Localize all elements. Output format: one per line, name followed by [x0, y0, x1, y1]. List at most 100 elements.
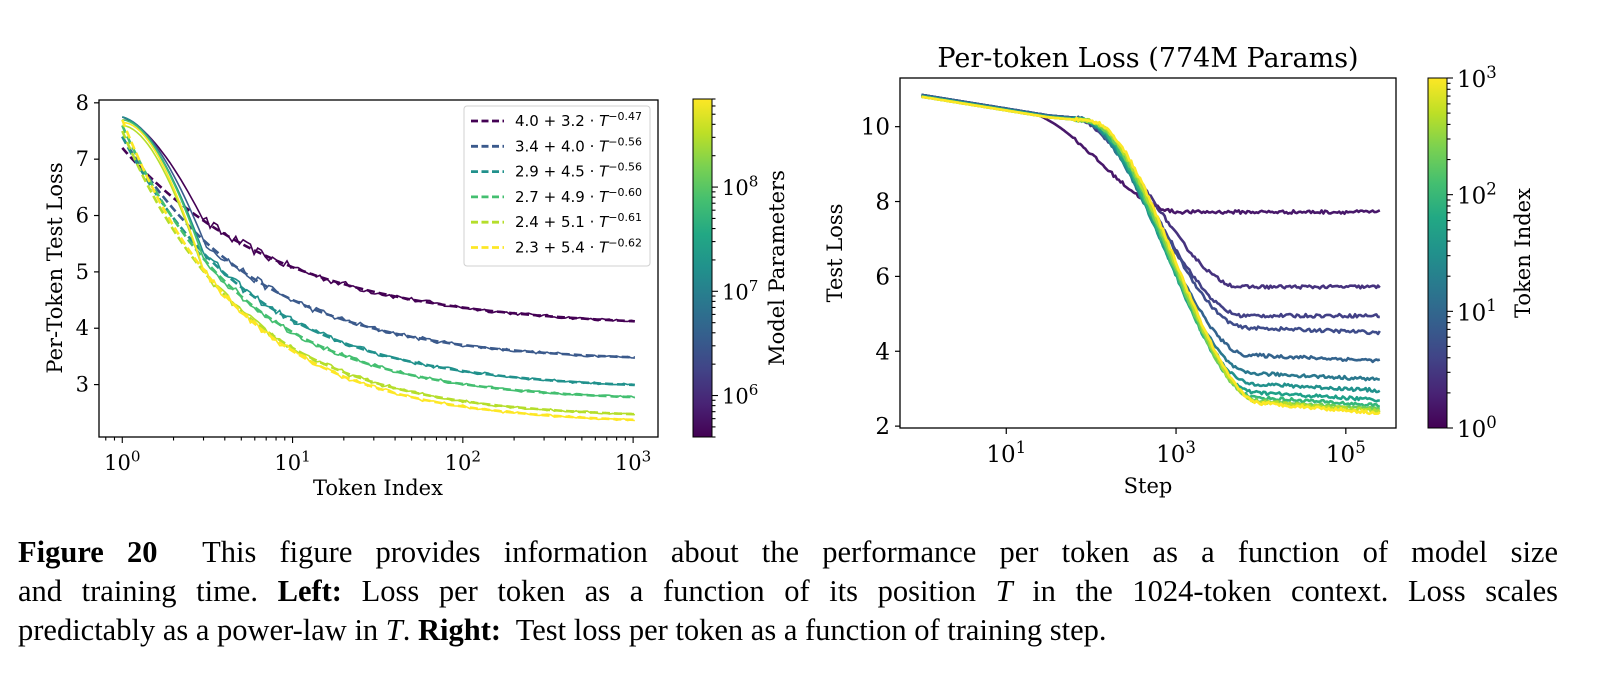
caption-text-2a: and training time.: [18, 574, 258, 608]
left-fit-line: [121, 135, 635, 359]
caption-line-2: and training time. Left: Loss per token …: [18, 572, 1558, 611]
legend-label: 2.3 + 5.4 · T−0.62: [515, 237, 642, 257]
legend-label-var: T: [599, 239, 610, 257]
right-x-tick-label: 101: [986, 438, 1026, 468]
legend-label-exponent: −0.62: [608, 237, 642, 250]
right-y-ticks: 2 4 6 8 10: [861, 115, 900, 440]
left-y-tick-label: 7: [76, 147, 89, 171]
left-x-tick-label-base: 10: [445, 451, 472, 475]
right-x-tick-label-exponent: 3: [1185, 438, 1196, 457]
left-colorbar-tick-label-exponent: 8: [749, 173, 759, 191]
right-y-axis-label: Test Loss: [823, 204, 847, 303]
legend-entry: 2.3 + 5.4 · T−0.62: [471, 237, 642, 257]
left-fit-line: [121, 119, 635, 422]
legend-entry: 2.4 + 5.1 · T−0.61: [471, 211, 642, 231]
legend-label-main: 4.0 + 3.2 ·: [515, 112, 599, 130]
caption-line-3: predictably as a power-law in T. Right: …: [18, 611, 1558, 650]
right-x-tick-label-exponent: 1: [1016, 438, 1027, 457]
left-y-tick-label: 5: [76, 260, 89, 284]
left-x-tick-label-exponent: 1: [301, 448, 311, 466]
left-fit-line: [121, 136, 635, 387]
legend-label-var: T: [599, 137, 610, 155]
left-y-tick-label: 8: [76, 91, 89, 115]
right-y-tick-label: 6: [875, 264, 890, 290]
right-series-line-token-128: [921, 95, 1381, 408]
right-colorbar-tick-label: 103: [1457, 63, 1497, 93]
figure-caption: Figure 20 This figure provides informati…: [18, 533, 1558, 650]
left-fit-line: [121, 147, 635, 323]
caption-var-t-2: T: [385, 613, 403, 647]
left-plot-series: [121, 116, 636, 422]
legend-label-var: T: [599, 213, 610, 231]
caption-text-3b: .: [402, 613, 411, 647]
right-series-line-token-1024: [921, 95, 1381, 416]
right-x-tick-label: 105: [1326, 438, 1366, 468]
right-colorbar-tick-label-exponent: 1: [1486, 296, 1497, 315]
left-x-tick-label-base: 10: [104, 451, 131, 475]
legend-label: 2.7 + 4.9 · T−0.60: [515, 186, 642, 206]
right-y-tick-label: 10: [861, 115, 890, 141]
caption-text-2c: in the 1024-token context. Loss scales: [1032, 574, 1559, 608]
right-x-axis-label: Step: [1124, 474, 1173, 498]
left-colorbar-label: Model Parameters: [765, 170, 789, 366]
left-colorbar-tick-label-exponent: 7: [749, 277, 759, 295]
legend-label-exponent: −0.56: [608, 161, 642, 174]
legend-label-main: 2.7 + 4.9 ·: [515, 188, 599, 206]
caption-text-3c: Test loss per token as a function of tra…: [515, 613, 1107, 647]
left-x-ticks: 100 101 102 103: [104, 437, 651, 475]
right-y-tick-label: 2: [875, 414, 890, 440]
left-colorbar-tick-label: 106: [722, 381, 758, 408]
left-x-tick-label-base: 10: [274, 451, 301, 475]
right-y-tick-label: 4: [875, 339, 890, 365]
right-x-tick-label-exponent: 5: [1355, 438, 1366, 457]
right-x-tick-label-base: 10: [1326, 442, 1355, 468]
left-y-tick-label: 6: [76, 204, 89, 228]
legend-label-main: 2.9 + 4.5 ·: [515, 163, 599, 181]
right-colorbar-tick-label-base: 10: [1457, 417, 1486, 443]
legend-entry: 4.0 + 3.2 · T−0.47: [471, 110, 642, 130]
right-colorbar-tick-label-exponent: 3: [1486, 63, 1497, 82]
right-colorbar-tick-label: 101: [1457, 296, 1497, 326]
legend-label-exponent: −0.47: [608, 110, 642, 123]
right-colorbar-tick-label: 102: [1457, 179, 1497, 209]
right-series-line-token-8: [921, 93, 1381, 364]
left-legend: 4.0 + 3.2 · T−0.473.4 + 4.0 · T−0.562.9 …: [463, 105, 651, 267]
left-colorbar-tick-label: 107: [722, 277, 758, 304]
caption-text-3a: predictably as a power-law in: [18, 613, 379, 647]
left-y-axis-label: Per-Token Test Loss: [43, 162, 67, 373]
caption-left-label: Left:: [277, 574, 342, 608]
legend-label: 4.0 + 3.2 · T−0.47: [515, 110, 642, 130]
legend-entry: 2.9 + 4.5 · T−0.56: [471, 161, 642, 181]
right-colorbar-tick-label-base: 10: [1457, 184, 1486, 210]
right-colorbar-tick-label-exponent: 2: [1486, 179, 1497, 198]
left-x-tick-label: 101: [274, 448, 310, 475]
right-series-line-token-256: [921, 95, 1381, 412]
right-y-tick-label: 8: [875, 190, 890, 216]
caption-text-1: This figure provides information about t…: [202, 535, 1559, 569]
legend-label: 2.4 + 5.1 · T−0.61: [515, 211, 642, 231]
left-colorbar-tick-label-base: 10: [722, 280, 749, 304]
left-x-tick-label-exponent: 3: [642, 448, 652, 466]
legend-label-var: T: [599, 163, 610, 181]
legend-label-main: 2.4 + 5.1 ·: [515, 213, 599, 231]
legend-entry: 3.4 + 4.0 · T−0.56: [471, 135, 642, 155]
right-colorbar-tick-label-exponent: 0: [1486, 413, 1497, 432]
left-x-axis-label: Token Index: [313, 476, 443, 500]
right-series-line-token-16: [921, 94, 1381, 382]
right-colorbar-gradient: [1427, 77, 1448, 429]
left-colorbar-gradient: [692, 98, 713, 438]
caption-right-label: Right:: [418, 613, 502, 647]
right-series-line-token-512: [921, 95, 1381, 414]
left-x-tick-label-exponent: 2: [471, 448, 481, 466]
left-colorbar-tick-label-base: 10: [722, 385, 749, 409]
right-colorbar-label: Token Index: [1511, 188, 1535, 318]
right-x-ticks: 101 103 105: [986, 428, 1366, 468]
right-colorbar-tick-label-base: 10: [1457, 67, 1486, 93]
left-colorbar-tick-label-base: 10: [722, 176, 749, 200]
left-x-tick-label-base: 10: [615, 451, 642, 475]
right-chart-title: Per-token Loss (774M Params): [937, 43, 1358, 74]
legend-label: 3.4 + 4.0 · T−0.56: [515, 135, 642, 155]
